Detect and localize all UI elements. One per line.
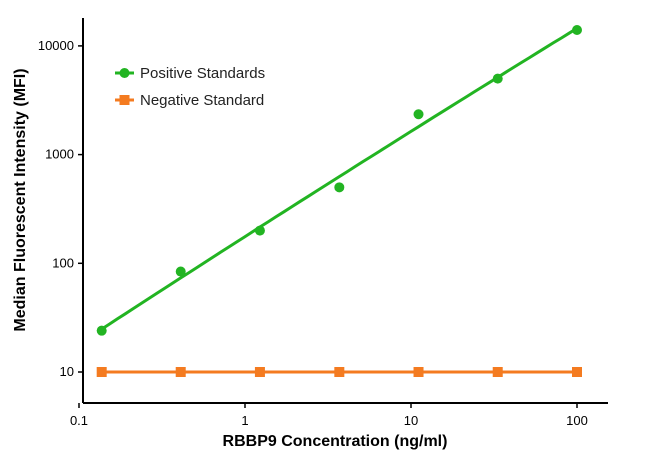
data-point	[334, 182, 345, 193]
data-point	[96, 367, 107, 377]
y-tick-label: 100	[52, 255, 74, 270]
data-point	[175, 266, 186, 277]
legend-marker	[119, 68, 130, 78]
legend-item: Negative Standard	[115, 92, 264, 109]
y-tick-label: 1000	[45, 147, 74, 162]
legend: Positive Standards Negative Standard	[115, 65, 265, 109]
data-point	[572, 367, 582, 377]
data-point	[175, 367, 186, 377]
y-tick-label: 10000	[38, 38, 74, 53]
data-point	[413, 367, 424, 377]
series-positive-standards	[96, 25, 582, 336]
x-tick-label: 10	[404, 413, 418, 428]
legend-marker	[119, 95, 130, 105]
data-point	[492, 367, 503, 377]
x-tick-label: 0.1	[70, 413, 88, 428]
axes	[78, 18, 608, 408]
tick-labels: 10 100 1000 10000 0.1 1 10 100	[38, 38, 588, 428]
data-point	[492, 73, 503, 84]
data-point	[413, 109, 424, 120]
data-point	[334, 367, 345, 377]
legend-label: Positive Standards	[140, 65, 265, 82]
legend-item: Positive Standards	[115, 65, 265, 82]
x-tick-label: 100	[566, 413, 588, 428]
x-tick-label: 1	[241, 413, 248, 428]
data-point	[254, 367, 265, 377]
data-point	[572, 25, 582, 36]
x-axis-title: RBBP9 Concentration (ng/ml)	[223, 433, 448, 450]
data-point	[254, 225, 265, 236]
y-tick-label: 10	[60, 364, 74, 379]
y-axis-title: Median Fluorescent Intensity (MFI)	[12, 68, 29, 331]
data-point	[96, 325, 107, 336]
legend-label: Negative Standard	[140, 92, 264, 109]
series	[96, 25, 582, 377]
series-negative-standard	[96, 367, 582, 377]
